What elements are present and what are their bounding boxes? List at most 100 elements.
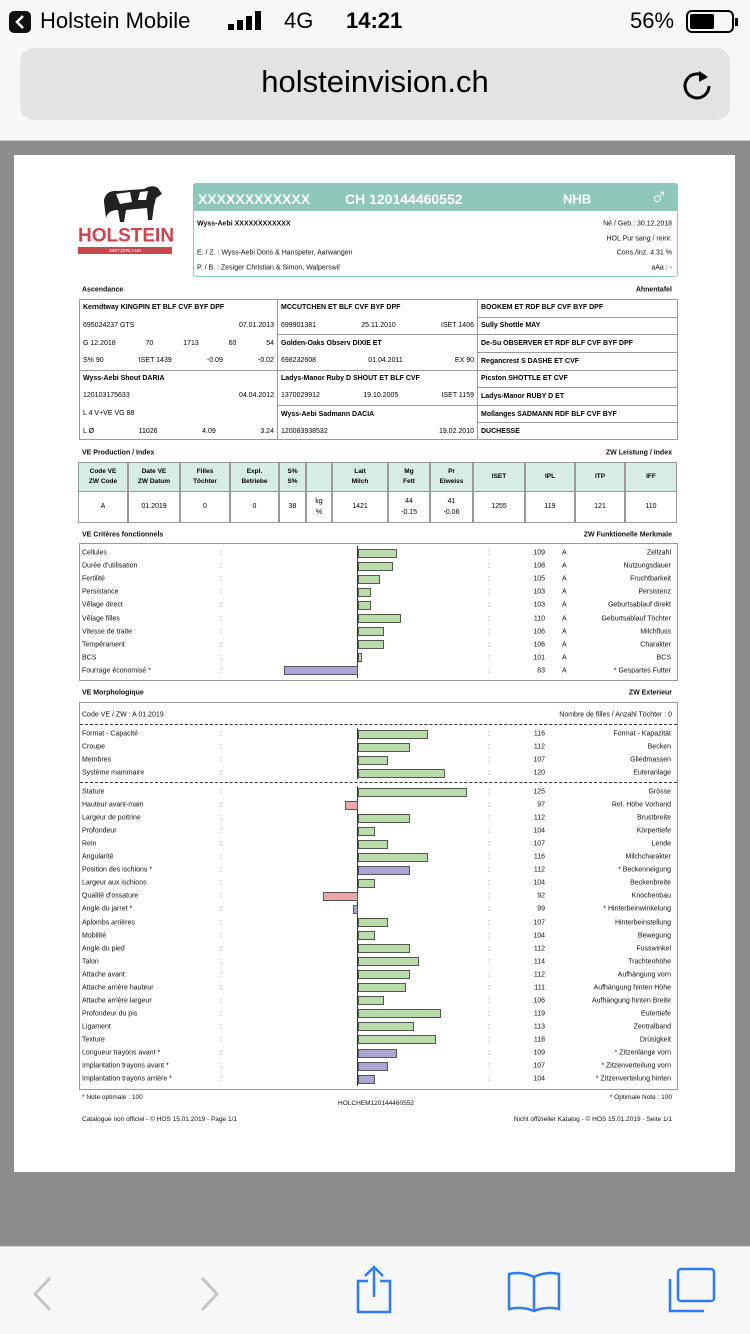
section-title: Ascendance [82,286,124,294]
separator: : [220,958,222,966]
trait-value: 106 [533,997,545,1005]
section-title: ZW Leistung / Index [605,449,672,457]
table-header-text: ZW Datum [137,478,171,485]
trait-fr: Stature [82,788,105,796]
separator: : [220,905,222,913]
trait-value: 92 [537,892,545,900]
pedigree-row: Regancrest S DASHE ET CVF [478,351,678,370]
separator: : [488,892,490,900]
morph-code: Code VE / ZW : A 01.2019 [82,711,164,719]
animal-name: Golden-Oaks Observ DIXIE ET [281,340,382,348]
share-button[interactable] [354,1265,394,1315]
trait-de: Aufhängung hinten Höhe [593,984,671,992]
back-app-icon[interactable] [8,10,32,34]
trait-fr: Aplombs arrières [82,919,135,926]
table-cell-text: 0 [252,503,257,511]
bar [357,839,389,849]
separator: : [488,866,490,874]
separator: : [488,840,490,848]
separator: : [488,575,490,583]
bar [357,996,384,1006]
bookmarks-button[interactable] [506,1269,562,1313]
separator: : [220,1049,222,1057]
trait-de: Persistenz [638,588,671,596]
separator: : [220,997,222,1005]
separator: : [488,879,490,887]
clock: 14:21 [346,8,403,33]
bar [357,548,398,558]
trait-fr: Texture [82,1036,105,1044]
pedigree-row: Ladys-Manor Ruby D SHOUT ET BLF CVF [278,369,477,388]
separator: : [220,1010,222,1018]
table-header-cell: Pr Eiweiss [430,462,473,492]
toolbar [0,1246,750,1334]
bar [357,640,384,650]
separator: : [488,1062,490,1070]
trait-fr: BCS [82,654,97,662]
table-cell: 01.2019 [128,491,180,523]
table-header-text: S% [287,478,298,485]
table-cell-text: 1255 [491,503,507,511]
table-cell-text: % [315,509,323,516]
table-cell-text: -0.06 [443,509,460,516]
table-header-text: Pr [448,468,455,476]
separator: : [220,575,222,583]
trait-fr: Attache arrière largeur [82,997,152,1005]
pedigree-row: 120103175633 04.04.2012 [80,387,277,405]
separator: : [488,971,490,979]
network: 4G [284,8,314,33]
table-cell-text: 0 [203,503,207,511]
trait-fr: Implantation trayons arrière * [82,1075,172,1083]
trait-value: 105 [533,575,545,583]
separator: : [220,788,222,796]
table-cell-text: 1421 [352,503,368,511]
trait-value: 106 [533,628,545,636]
bar [283,666,358,676]
table-header-text: Lait [354,468,366,476]
forward-button[interactable] [196,1275,222,1313]
trait-de: Gliedmassen [630,756,671,764]
trait-de: * Hinterbeinwinkelung [603,905,671,913]
trait-value: 103 [533,601,545,609]
trait-value: 108 [533,562,545,570]
bar [357,852,428,862]
trait-de: Rel. Höhe Vorhand [611,801,671,809]
trait-value: 104 [533,879,545,887]
bar [357,957,419,967]
trait-code: A [562,601,567,609]
url-bar[interactable] [20,48,730,120]
separator: : [488,1023,490,1031]
trait-de: Aufhängung hinten Breite [591,997,671,1005]
table-cell-text: 41 [447,497,456,505]
separator: : [488,730,490,738]
bar [357,878,376,888]
table-header-text: Code VE [89,468,117,476]
trait-value: 104 [533,932,545,940]
trait-de: * Gespartes Futter [613,667,671,675]
table-cell: A [78,491,128,523]
table-header-cell: IPL [525,462,575,492]
bar [357,653,363,663]
animal-name: Mollanges SADMANN RDF BLF CVF BYF [481,410,617,418]
table-cell: 121 [575,491,625,523]
trait-value: 97 [537,801,545,809]
url[interactable]: holsteinvision.ch [261,64,489,99]
trait-de: * Zitzenverteilung hinten [595,1075,671,1083]
separator: : [488,945,490,953]
animal-name: De-Su OBSERVER ET RDF BLF CVF BYF DPF [481,340,633,348]
separator: : [220,756,222,764]
table-cell-text: 121 [594,503,606,511]
pedigree-row: Kerndtway KINGPIN ET BLF CVF BYF DPF [80,299,277,317]
tabs-button[interactable] [666,1267,718,1315]
back-button[interactable] [30,1275,56,1313]
pedigree-row: DUCHESSE [478,422,678,440]
reload-button[interactable] [680,68,714,102]
table-header-cell: Filles Töchter [180,462,230,492]
footnote: * Optimale Note : 100 [609,1093,672,1101]
table-cell-text: A [100,503,106,511]
pedigree-row: Wyss-Aebi Sadmann DACIA [278,404,477,423]
section-title: ZW Exterieur [628,689,672,697]
animal-detail: 25.11.2010 [361,321,396,329]
animal-detail: 54 [266,339,274,347]
separator: : [220,866,222,874]
